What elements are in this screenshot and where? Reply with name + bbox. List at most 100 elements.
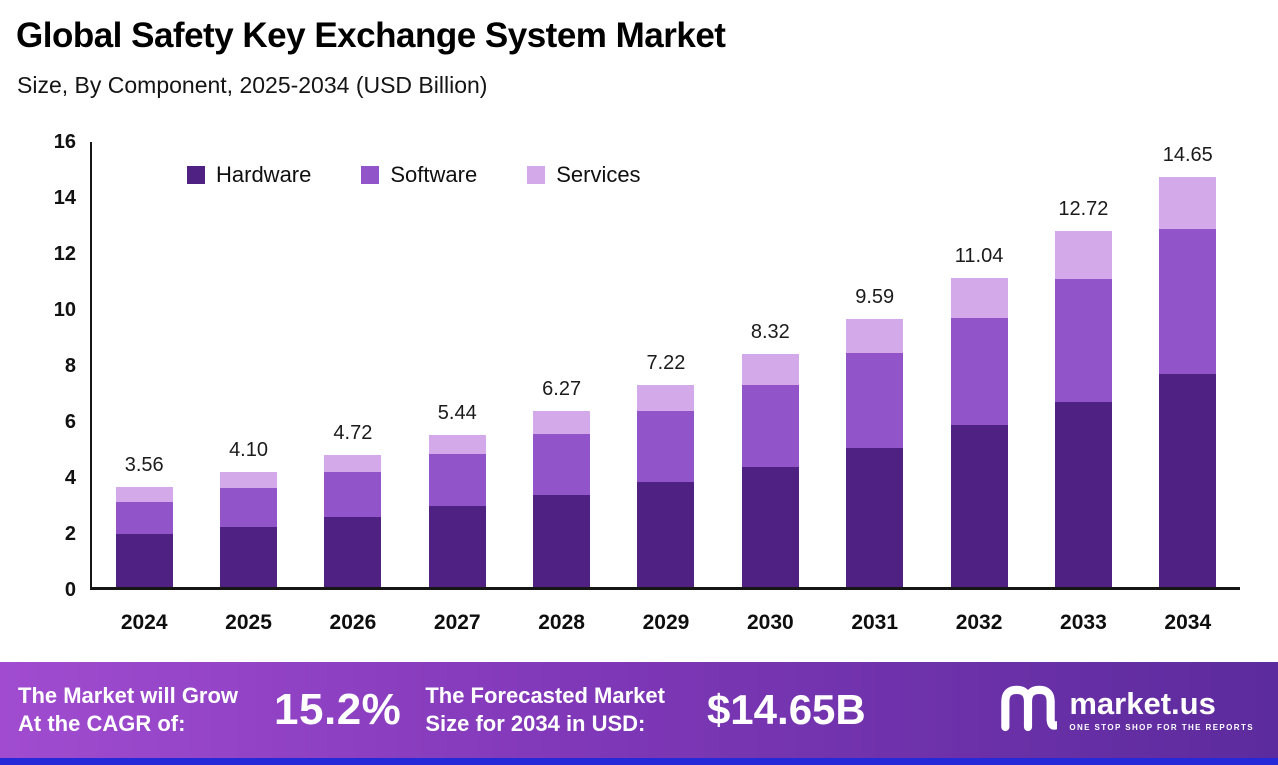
bar-segment-services [846,318,904,354]
bottom-accent-strip [0,758,1278,765]
bar-segment-software [1054,279,1112,403]
x-axis-label: 2032 [955,611,1003,634]
bar-stack [1159,176,1217,587]
bar-segment-software [324,471,382,517]
page-subtitle: Size, By Component, 2025-2034 (USD Billi… [17,72,488,98]
bar-value-label: 7.22 [646,351,686,374]
bar-segment-hardware [324,517,382,587]
marketus-logo-icon [999,682,1061,739]
y-tick-label: 0 [64,579,76,601]
cagr-label-line2: At the CAGR of: [18,711,186,736]
bar-segment-hardware [846,448,904,587]
bar-segment-services [1159,176,1217,229]
bar-segment-hardware [741,466,799,587]
bar-group-2032: 11.04 2032 [950,244,1008,634]
legend-label: Software [390,162,478,187]
legend-label: Hardware [216,162,312,187]
x-axis-label: 2033 [1060,611,1107,634]
forecast-value: $14.65B [706,686,866,733]
bar-stack [533,411,591,587]
x-axis-label: 2024 [120,611,168,634]
bar-segment-hardware [428,505,486,587]
legend-item-services: Services [527,162,641,188]
bar-value-label: 4.72 [333,421,373,444]
bar-segment-software [1159,228,1217,375]
cagr-value: 15.2% [274,685,402,734]
footer-banner: The Market will Grow At the CAGR of: 15.… [0,662,1278,758]
bar-stack [741,354,799,587]
forecast-label-line2: Size for 2034 in USD: [425,711,646,736]
page-title: Global Safety Key Exchange System Market [16,16,726,55]
bar-segment-services [220,472,278,488]
bar-segment-services [324,454,382,472]
bar-stack [846,318,904,587]
forecast-label-line1: The Forecasted Market [425,682,665,708]
bar-value-label: 6.27 [542,378,582,401]
bar-value-label: 8.32 [750,321,790,344]
bar-segment-software [846,353,904,449]
bar-segment-hardware [220,526,278,587]
x-axis-label: 2025 [225,611,272,634]
bar-group-2027: 5.44 2027 [428,401,486,634]
bar-stack [324,454,382,587]
bar-value-label: 14.65 [1162,143,1213,166]
bar-segment-software [220,487,278,527]
y-tick-label: 8 [64,355,76,377]
bar-segment-services [428,434,486,455]
bar-segment-services [1054,230,1112,280]
bar-segment-software [950,318,1008,425]
bar-segment-services [533,411,591,435]
bar-segment-services [637,384,695,412]
legend-swatch-icon [527,166,546,184]
bar-stack [428,434,486,587]
x-axis-label: 2028 [538,611,585,634]
y-tick-label: 10 [53,299,76,321]
bar-segment-hardware [533,494,591,587]
bar-group-2030: 8.32 2030 [741,321,799,634]
bar-group-2028: 6.27 2028 [533,378,591,634]
bar-stack [115,487,173,587]
bar-segment-software [533,434,591,495]
bar-value-label: 4.10 [229,439,268,462]
bar-group-2033: 12.72 2033 [1054,198,1112,634]
x-axis-label: 2026 [329,611,377,634]
bar-group-2029: 7.22 2029 [637,351,695,634]
logo-name: market.us [1069,686,1216,721]
bar-segment-software [637,411,695,482]
cagr-label: The Market will Grow At the CAGR of: [18,682,238,738]
plot-area: Hardware Software Services 3.56 2024 4.10 202… [90,142,1240,634]
bar-stack [637,384,695,587]
bar-group-2031: 9.59 2031 [846,286,904,634]
bar-segment-software [115,501,173,534]
x-axis-label: 2034 [1164,611,1212,634]
bar-segment-hardware [950,424,1008,587]
bar-group-2025: 4.10 2025 [220,439,278,634]
bar-segment-hardware [115,533,173,587]
bar-segment-services [950,277,1008,319]
bar-value-label: 5.44 [437,401,477,424]
bar-value-label: 11.04 [954,244,1004,267]
legend-swatch-icon [187,166,205,184]
bar-segment-services [115,487,173,502]
y-tick-label: 14 [53,187,76,209]
bar-group-2024: 3.56 2024 [115,454,173,634]
marketus-logo: market.us ONE STOP SHOP FOR THE REPORTS [999,682,1254,739]
logo-tagline: ONE STOP SHOP FOR THE REPORTS [1069,723,1254,732]
bar-segment-software [741,384,799,467]
bars: 3.56 2024 4.10 2025 4.72 2026 5.44 2027 6.27 2028… [92,142,1240,634]
bar-segment-hardware [1159,374,1217,587]
bar-stack [220,472,278,587]
y-axis-labels: 0 2 4 6 8 10 12 14 16 [0,131,82,601]
legend-item-hardware: Hardware [187,162,311,188]
logo-text-block: market.us ONE STOP SHOP FOR THE REPORTS [1069,688,1254,732]
bar-value-label: 3.56 [124,454,164,477]
x-axis-label: 2027 [433,611,481,634]
bar-segment-hardware [1054,402,1112,587]
bar-group-2034: 14.65 2034 [1159,143,1217,634]
legend-label: Services [556,162,641,187]
y-tick-label: 2 [64,523,76,545]
y-tick-label: 6 [64,411,76,433]
legend-swatch-icon [361,166,380,184]
bar-stack [1054,230,1112,587]
